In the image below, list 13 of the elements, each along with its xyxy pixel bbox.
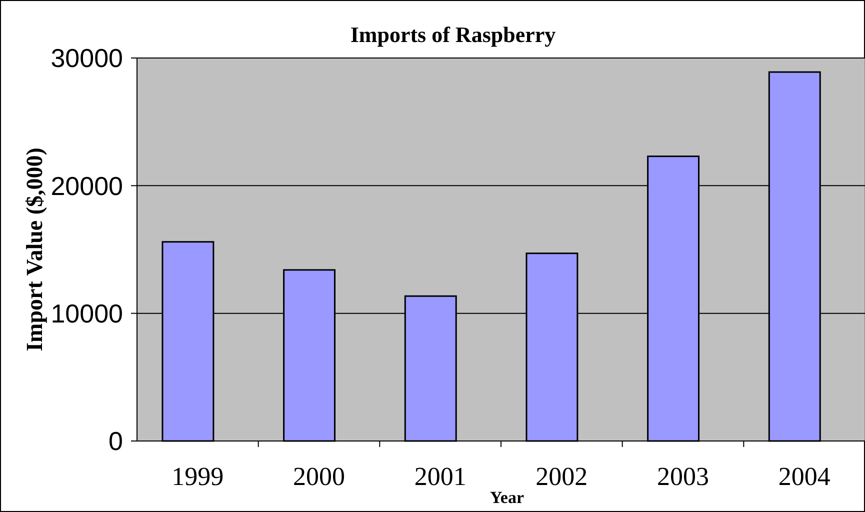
- x-tick-label: 2002: [536, 462, 588, 491]
- y-tick-label: 0: [108, 426, 123, 456]
- y-axis-title: Import Value ($,000): [22, 148, 47, 352]
- y-tick-label: 30000: [50, 43, 123, 74]
- y-tick-label: 20000: [50, 170, 123, 201]
- chart-title: Imports of Raspberry: [350, 22, 556, 47]
- x-tick-label: 2004: [778, 462, 830, 491]
- x-tick-label: 2003: [657, 462, 709, 491]
- x-tick-label: 1999: [172, 462, 224, 491]
- x-tick-label: 2001: [414, 462, 466, 491]
- y-tick-label: 10000: [50, 298, 123, 328]
- x-axis-title: Year: [490, 488, 524, 507]
- x-tick-label: 2000: [293, 462, 345, 491]
